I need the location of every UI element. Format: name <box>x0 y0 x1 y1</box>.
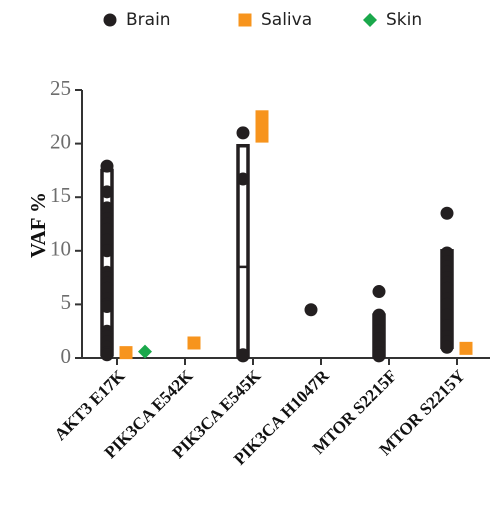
legend-marker <box>103 13 117 27</box>
data-point <box>440 319 454 333</box>
y-tick-label: 20 <box>50 129 71 153</box>
data-point <box>440 340 454 354</box>
data-point <box>255 129 269 143</box>
data-point <box>100 159 114 173</box>
y-axis-title: VAF % <box>26 192 50 258</box>
legend-label: Skin <box>386 10 422 30</box>
data-point <box>440 297 454 311</box>
data-point <box>187 336 201 350</box>
data-point <box>100 281 114 295</box>
data-point <box>440 281 454 295</box>
legend-label: Brain <box>126 10 171 30</box>
y-tick-label: 5 <box>61 290 72 314</box>
legend-marker <box>363 13 377 27</box>
data-point <box>236 172 250 186</box>
data-point <box>100 233 114 247</box>
y-tick-label: 0 <box>61 344 72 368</box>
data-point <box>138 344 152 359</box>
y-tick-label: 10 <box>50 237 71 261</box>
data-point <box>440 206 454 220</box>
data-point <box>372 313 386 327</box>
data-point <box>304 303 318 317</box>
data-point <box>236 126 250 140</box>
data-point <box>100 222 114 236</box>
data-point <box>440 308 454 322</box>
data-point <box>372 349 386 363</box>
data-point <box>100 185 114 199</box>
data-point <box>119 346 133 360</box>
legend-label: Saliva <box>261 10 312 30</box>
y-tick-label: 25 <box>50 76 71 100</box>
legend-marker <box>238 13 252 27</box>
data-point <box>100 348 114 362</box>
data-point <box>100 300 114 314</box>
data-point <box>236 349 250 363</box>
data-point <box>459 341 473 355</box>
data-point <box>100 244 114 258</box>
y-tick-label: 15 <box>50 183 71 207</box>
data-point <box>372 285 386 299</box>
